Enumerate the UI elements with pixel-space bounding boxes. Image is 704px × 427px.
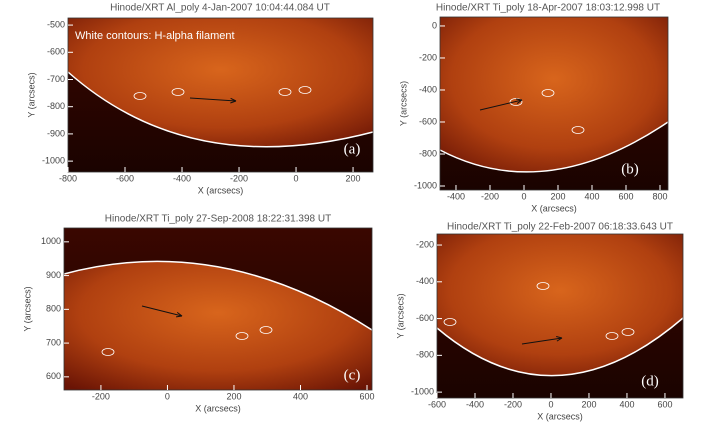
y-tick-label: -600 bbox=[419, 116, 437, 126]
title: Hinode/XRT Ti_poly 18-Apr-2007 18:03:12.… bbox=[436, 3, 660, 14]
y-axis-label: Y (arcsecs) bbox=[398, 81, 408, 126]
title: Hinode/XRT Al_poly 4-Jan-2007 10:04:44.0… bbox=[110, 3, 330, 14]
y-tick-label: -600 bbox=[416, 313, 434, 323]
y-tick-label: 0 bbox=[432, 20, 437, 30]
x-tick-label: 400 bbox=[584, 191, 599, 201]
x-tick-label: 200 bbox=[550, 191, 565, 201]
x-tick-label: -400 bbox=[173, 173, 191, 183]
y-tick-label: -1000 bbox=[414, 180, 437, 190]
x-tick-label: -600 bbox=[116, 173, 134, 183]
y-axis-label: Y (arcsecs) bbox=[26, 72, 36, 117]
y-tick-label: 1000 bbox=[41, 236, 61, 246]
x-tick-label: 200 bbox=[346, 173, 361, 183]
x-tick-label: 200 bbox=[581, 399, 596, 409]
panel-label: (a) bbox=[344, 141, 361, 157]
title: Hinode/XRT Ti_poly 27-Sep-2008 18:22:31.… bbox=[105, 214, 331, 225]
x-tick-label: 800 bbox=[652, 191, 667, 201]
x-axis-label: X (arcsecs) bbox=[198, 185, 244, 195]
y-tick-label: 800 bbox=[46, 304, 61, 314]
y-tick-label: -900 bbox=[47, 128, 65, 138]
x-axis-label: X (arcsecs) bbox=[537, 411, 583, 421]
title: Hinode/XRT Ti_poly 22-Feb-2007 06:18:33.… bbox=[447, 222, 673, 233]
figure: -800 -600 -400 -200 0 200 -500 -600 -700 -800 -900… bbox=[0, 0, 704, 427]
x-tick-label: 600 bbox=[618, 191, 633, 201]
x-tick-label: 0 bbox=[521, 191, 526, 201]
x-tick-label: -200 bbox=[92, 391, 110, 401]
panel: -600 -400 -200 0 200 400 600 -200 -400 -600 -800 -1… bbox=[395, 222, 683, 422]
panel-label: (b) bbox=[621, 161, 639, 177]
x-tick-label: 0 bbox=[294, 173, 299, 183]
y-tick-label: -700 bbox=[47, 74, 65, 84]
y-tick-label: -1000 bbox=[42, 155, 65, 165]
x-tick-label: 600 bbox=[359, 391, 374, 401]
annotation: White contours: H-alpha filament bbox=[75, 30, 235, 42]
panel: -800 -600 -400 -200 0 200 -500 -600 -700 -800 -900… bbox=[26, 3, 373, 196]
y-tick-label: -500 bbox=[47, 19, 65, 29]
y-tick-label: -400 bbox=[419, 84, 437, 94]
y-tick-label: -400 bbox=[416, 276, 434, 286]
panel: -400 -200 0 200 400 600 800 0 -200 -400 -600 -800 -1… bbox=[398, 3, 668, 214]
panel-label: (c) bbox=[344, 367, 361, 383]
x-tick-label: 200 bbox=[226, 391, 241, 401]
x-tick-label: 0 bbox=[548, 399, 553, 409]
x-tick-label: 400 bbox=[293, 391, 308, 401]
y-axis-label: Y (arcsecs) bbox=[395, 293, 405, 338]
y-tick-label: -800 bbox=[419, 148, 437, 158]
panel: -200 0 200 400 600 1000 900 800 700 600 Hinode/XRT… bbox=[22, 214, 374, 414]
y-tick-label: -600 bbox=[47, 47, 65, 57]
y-axis-label: Y (arcsecs) bbox=[22, 286, 32, 331]
x-tick-label: 0 bbox=[165, 391, 170, 401]
x-tick-label: -400 bbox=[466, 399, 484, 409]
y-tick-label: -1000 bbox=[411, 386, 434, 396]
y-tick-label: -800 bbox=[416, 350, 434, 360]
x-tick-label: -200 bbox=[504, 399, 522, 409]
x-tick-label: -200 bbox=[230, 173, 248, 183]
panel-label: (d) bbox=[641, 373, 659, 389]
y-tick-label: -800 bbox=[47, 101, 65, 111]
x-tick-label: -400 bbox=[447, 191, 465, 201]
x-tick-label: -200 bbox=[481, 191, 499, 201]
y-tick-label: 700 bbox=[46, 337, 61, 347]
x-axis-label: X (arcsecs) bbox=[195, 403, 241, 413]
x-tick-label: 600 bbox=[657, 399, 672, 409]
y-tick-label: 600 bbox=[46, 371, 61, 381]
y-tick-label: 900 bbox=[46, 270, 61, 280]
y-tick-label: -200 bbox=[419, 52, 437, 62]
x-tick-label: 400 bbox=[619, 399, 634, 409]
y-tick-label: -200 bbox=[416, 239, 434, 249]
x-axis-label: X (arcsecs) bbox=[531, 203, 577, 213]
x-tick-label: -800 bbox=[59, 173, 77, 183]
x-tick-label: -600 bbox=[428, 399, 446, 409]
